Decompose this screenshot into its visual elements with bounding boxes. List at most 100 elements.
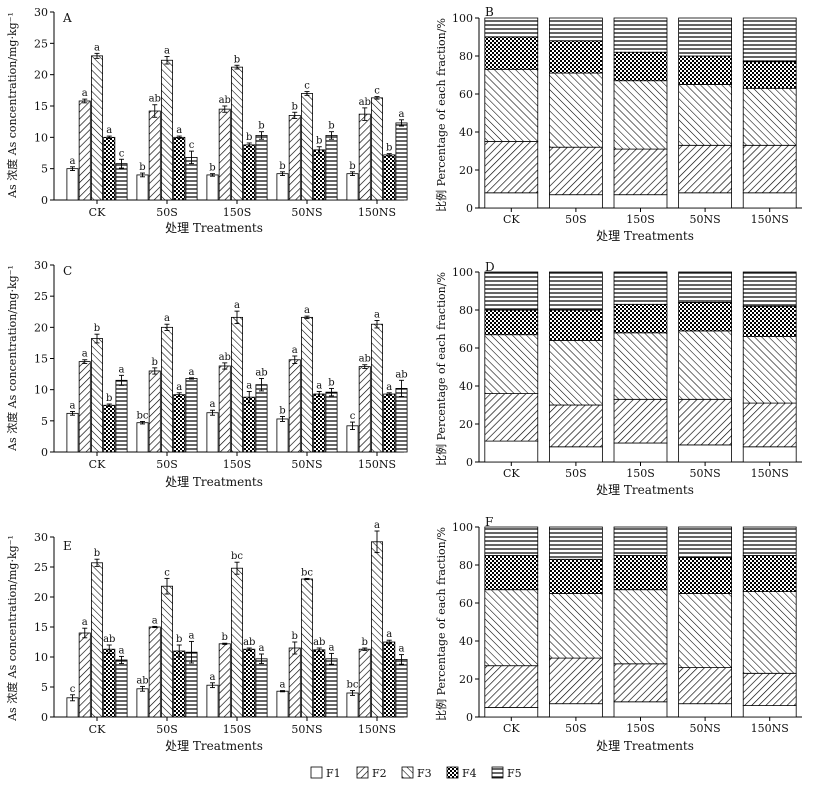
significance-label: b xyxy=(279,405,285,416)
x-tick-label: 50S xyxy=(156,458,178,471)
y-tick-label: 80 xyxy=(459,559,473,572)
significance-label: a xyxy=(280,680,286,691)
significance-label: a xyxy=(82,617,88,628)
bar-f2 xyxy=(148,370,161,453)
bar-f4 xyxy=(103,136,116,201)
bar-f1 xyxy=(276,173,289,201)
stack-segment-f1 xyxy=(742,705,797,718)
stack-segment-f2 xyxy=(549,657,603,705)
stack-segment-f4 xyxy=(742,61,797,89)
y-tick-label: 15 xyxy=(34,100,48,113)
stack-segment-f5 xyxy=(549,271,603,311)
significance-label: b xyxy=(279,161,285,172)
y-tick-label: 30 xyxy=(34,6,48,19)
x-tick-label: 50S xyxy=(156,206,178,219)
panel-label: B xyxy=(485,5,494,19)
x-tick-label: CK xyxy=(503,213,520,226)
significance-label: a xyxy=(70,400,76,411)
bar-f2 xyxy=(78,361,91,453)
significance-label: ab xyxy=(103,634,115,645)
stack-segment-f5 xyxy=(549,17,603,42)
significance-label: a xyxy=(164,313,170,324)
y-tick-label: 0 xyxy=(466,711,473,724)
x-tick-label: CK xyxy=(89,206,106,219)
bar-f2 xyxy=(78,632,91,718)
bar-f5 xyxy=(255,135,268,201)
y-tick-label: 80 xyxy=(459,50,473,63)
x-tick-label: 50S xyxy=(565,213,587,226)
significance-label: a xyxy=(189,367,195,378)
x-axis-label: 处理 Treatments xyxy=(165,221,263,235)
stack-segment-f1 xyxy=(484,707,539,718)
x-tick-label: CK xyxy=(89,458,106,471)
significance-label: bc xyxy=(231,551,243,562)
bar-f4 xyxy=(313,393,326,453)
stack-segment-f4 xyxy=(549,558,603,594)
y-tick-label: 0 xyxy=(466,456,473,469)
panel-label: D xyxy=(485,260,495,274)
bar-f1 xyxy=(206,684,219,718)
bar-f2 xyxy=(218,365,231,453)
x-tick-label: CK xyxy=(503,467,520,480)
significance-label: a xyxy=(386,382,392,393)
bar-f1 xyxy=(206,174,219,201)
x-tick-label: 50S xyxy=(156,723,178,736)
x-tick-label: 50NS xyxy=(291,723,322,736)
significance-label: b xyxy=(386,143,392,154)
legend-swatch-f5 xyxy=(491,766,504,779)
y-tick-label: 10 xyxy=(34,384,48,397)
stack-segment-f2 xyxy=(742,402,797,448)
bar-f4 xyxy=(103,648,116,718)
significance-label: c xyxy=(189,140,195,151)
bar-f5 xyxy=(325,391,338,453)
x-tick-label: 150S xyxy=(223,723,252,736)
bar-f2 xyxy=(288,115,301,201)
stack-segment-f4 xyxy=(484,309,539,336)
y-tick-label: 20 xyxy=(34,591,48,604)
bar-f2 xyxy=(218,108,231,201)
stack-segment-f2 xyxy=(742,672,797,706)
significance-label: a xyxy=(189,630,195,641)
significance-label: a xyxy=(176,382,182,393)
stack-segment-f5 xyxy=(613,526,668,556)
x-axis-label: 处理 Treatments xyxy=(596,739,694,753)
y-tick-label: 40 xyxy=(459,126,473,139)
bar-f1 xyxy=(136,688,149,718)
bar-f4 xyxy=(173,136,186,201)
significance-label: b xyxy=(246,132,252,143)
significance-label: b xyxy=(292,631,298,642)
stack-segment-f4 xyxy=(742,555,797,592)
stack-segment-f1 xyxy=(742,192,797,209)
significance-label: a xyxy=(119,364,125,375)
significance-label: b xyxy=(316,136,322,147)
bar-f4 xyxy=(173,650,186,718)
stack-segment-f4 xyxy=(678,557,732,594)
x-axis-label: 处理 Treatments xyxy=(165,475,263,489)
stack-segment-f4 xyxy=(484,36,539,70)
stack-segment-f4 xyxy=(613,555,668,591)
stack-segment-f3 xyxy=(484,334,539,395)
stack-segment-f3 xyxy=(613,589,668,665)
panel-b-chart: 0 20 40 60 80 100 CK 50S 150S 50NS 150NS B 处理 Treatm… xyxy=(434,5,802,243)
legend-swatch-f2 xyxy=(356,766,369,779)
x-tick-label: 150NS xyxy=(358,458,396,471)
significance-label: a xyxy=(246,381,252,392)
significance-label: ab xyxy=(359,97,371,108)
stack-segment-f5 xyxy=(742,271,797,307)
stack-segment-f1 xyxy=(549,703,603,718)
bar-f2 xyxy=(148,110,161,201)
stack-segment-f1 xyxy=(549,194,603,209)
stack-segment-f5 xyxy=(678,526,732,558)
bar-f5 xyxy=(325,658,338,718)
bar-f4 xyxy=(383,393,396,453)
bar-f4 xyxy=(383,154,396,201)
y-tick-label: 100 xyxy=(452,521,473,534)
stack-segment-f3 xyxy=(742,336,797,404)
significance-label: ab xyxy=(149,94,161,105)
y-tick-label: 60 xyxy=(459,342,473,355)
bar-f3 xyxy=(300,578,313,718)
significance-label: bc xyxy=(346,680,358,691)
x-tick-label: 150S xyxy=(626,722,655,735)
stack-segment-f5 xyxy=(549,526,603,560)
